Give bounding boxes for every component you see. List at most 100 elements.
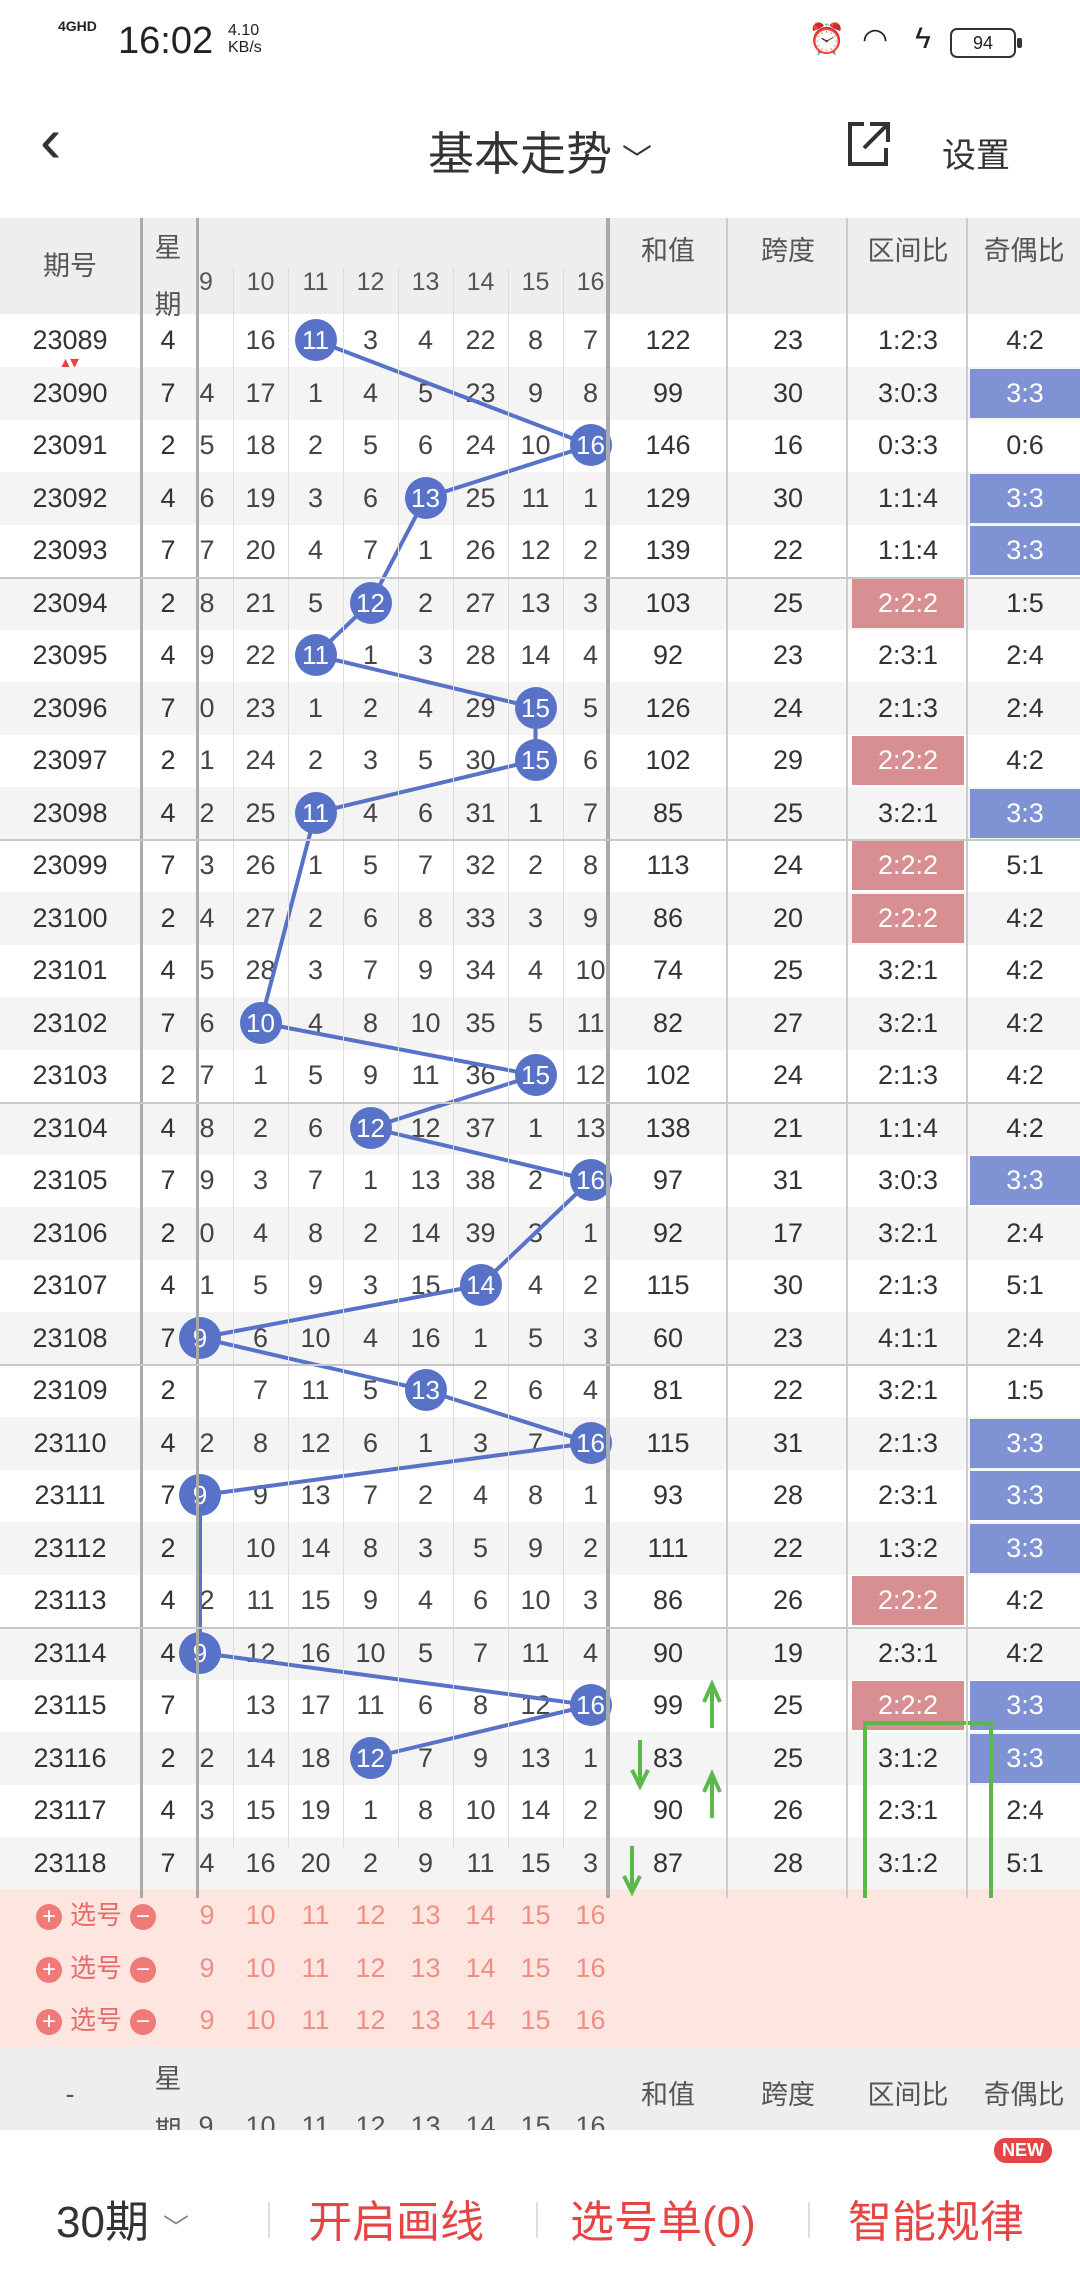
table-row[interactable]: 23101 4 5 28 3 7 9 34 4 10 74 25 3:2:1 4:2 [0, 944, 1080, 997]
week-cell: 4 [160, 1637, 176, 1668]
plus-icon[interactable]: + [36, 1904, 62, 1931]
pick-number[interactable]: 15 [520, 1900, 551, 1930]
table-row[interactable]: 23118 7 4 16 20 2 9 11 15 3 87 28 3:1:2 5:1 [0, 1836, 1080, 1890]
period-header[interactable]: 期号 ▴▾ [0, 218, 141, 372]
pick-number[interactable]: 10 [245, 1952, 276, 1983]
table-row[interactable]: 23100 2 4 27 2 6 8 33 3 9 86 20 2:2:2 4:2 [0, 891, 1080, 945]
pick-control[interactable]: + 选号 − [36, 1994, 157, 2047]
pick-number[interactable]: 9 [199, 1952, 215, 1983]
odd-even-cell: 5:1 [1006, 850, 1044, 880]
odd-even-cell: 1:5 [1006, 587, 1044, 618]
week-cell: 7 [160, 535, 176, 565]
pick-number[interactable]: 15 [520, 1952, 551, 1983]
table-row[interactable]: 23112 2 10 14 8 3 5 9 2 111 22 1:3:2 3:3 [0, 1521, 1080, 1575]
table-row[interactable]: 23111799137248193282:3:13:3 [0, 1469, 1080, 1522]
number-cell: 14 [410, 1217, 441, 1248]
pick-control[interactable]: + 选号 − [36, 1889, 157, 1942]
week-cell: 7 [160, 1322, 176, 1353]
page-title-dropdown[interactable]: 基本走势 ﹀ [428, 128, 652, 180]
number-cell: 1 [582, 1742, 599, 1773]
zone-ratio-cell: 2:1:3 [877, 1060, 939, 1090]
number-cell: 5 [307, 1060, 324, 1090]
plus-icon[interactable]: + [36, 2009, 62, 2036]
odd-even-cell: 3:3 [970, 1523, 1080, 1573]
sum-cell: 99 [652, 1690, 684, 1720]
pick-number[interactable]: 11 [301, 2005, 330, 2035]
pick-control[interactable]: + 选号 − [36, 1942, 157, 1995]
pick-number[interactable]: 14 [465, 2005, 496, 2035]
table-row[interactable]: 23099 7 3 26 1 5 7 32 2 8 113 24 2:2:2 5:1 [0, 839, 1080, 892]
pick-number[interactable]: 9 [199, 2005, 215, 2035]
pick-number[interactable]: 11 [301, 1952, 330, 1983]
number-cell: 1 [252, 1060, 269, 1090]
column-separator [606, 218, 610, 1898]
number-cell: 5 [252, 1270, 269, 1300]
table-row[interactable]: 231044826121237113138211:1:44:2 [0, 1101, 1080, 1155]
back-arrow-icon[interactable]: ‹ [40, 104, 62, 176]
table-row[interactable]: 2310741593151442115302:1:35:1 [0, 1259, 1080, 1312]
pick-number[interactable]: 9 [199, 1900, 215, 1930]
smart-pattern-button[interactable]: 智能规律 [848, 2198, 1024, 2247]
pick-number[interactable]: 13 [410, 1952, 441, 1983]
table-row[interactable]: 231062048214393192173:2:12:4 [0, 1206, 1080, 1260]
number-cell: 39 [465, 1217, 496, 1248]
period-cell: 23098 [32, 797, 108, 828]
table-row[interactable]: 2310579371133821697313:0:33:3 [0, 1154, 1080, 1207]
pick-list-button[interactable]: 选号单(0) [570, 2198, 756, 2247]
span-cell: 23 [772, 325, 804, 355]
pick-number[interactable]: 13 [410, 2005, 441, 2035]
trend-chart[interactable]: 期号 ▴▾ 星 期 9 10 11 12 13 14 15 16 和值 跨度 区间比 奇偶比 … [0, 218, 1080, 2147]
table-row[interactable]: 23093 7 7 20 4 7 1 26 12 2 139 22 1:1:4 3:3 [0, 524, 1080, 577]
pick-number[interactable]: 15 [520, 2005, 551, 2035]
draw-lines-button[interactable]: 开启画线 [308, 2198, 484, 2247]
number-cell: 3 [582, 1585, 599, 1615]
table-row[interactable]: 23117 4 3 15 19 1 8 10 14 2 90 26 2:3:1 2:4 [0, 1784, 1080, 1837]
minus-icon[interactable]: − [130, 1904, 157, 1931]
plus-icon[interactable]: + [36, 1956, 62, 1983]
pick-number[interactable]: 16 [575, 1952, 606, 1983]
pick-number[interactable]: 12 [355, 2005, 386, 2035]
table-row[interactable]: 23102 76 10 4 8 10 35 5 11 82 27 3:2:1 4:2 [0, 996, 1080, 1050]
table-row[interactable]: 230924619361325111129301:1:43:3 [0, 471, 1080, 525]
zone-ratio-cell: 2:1:3 [877, 692, 939, 723]
zone-ratio-cell: 2:2:2 [852, 578, 964, 628]
table-row[interactable]: 23108 796 10 4 16 1 5 3 60 23 4:1:1 2:4 [0, 1311, 1080, 1365]
minus-icon[interactable]: − [130, 1956, 157, 1983]
sum-cell: 87 [652, 1847, 684, 1878]
span-cell: 30 [772, 1270, 804, 1300]
pick-number[interactable]: 14 [465, 1900, 496, 1930]
number-cell: 13 [520, 1742, 551, 1773]
number-cell: 8 [307, 1217, 324, 1248]
number-cell: 4 [307, 1007, 324, 1038]
table-row[interactable]: 23113 4 2 11 15 9 4 6 10 3 86 26 2:2:2 4:2 [0, 1574, 1080, 1627]
table-row[interactable]: 23089 4 16 11 3 4 22 8 7 122 23 1:2:3 4:2 [0, 314, 1080, 367]
drawn-number-ball: 14 [459, 1264, 502, 1307]
pick-number[interactable]: 10 [245, 2005, 276, 2035]
pick-number[interactable]: 10 [245, 1900, 276, 1930]
number-cell: 22 [245, 640, 276, 670]
period-count-selector[interactable]: 30期 ﹀ [56, 2198, 189, 2247]
pick-number[interactable]: 13 [410, 1900, 441, 1930]
pick-number[interactable]: 12 [355, 1900, 386, 1930]
zone-ratio-cell: 3:0:3 [877, 1165, 939, 1195]
bottom-action-bar: 30期 ﹀ 开启画线 选号单(0) 智能规律 NEW [0, 2130, 1080, 2280]
pick-number[interactable]: 12 [355, 1952, 386, 1983]
table-row[interactable]: 23090 7 4 17 1 4 5 23 9 8 99 30 3:0:3 3:3 [0, 366, 1080, 420]
table-row[interactable]: 2309842251146311785253:2:13:3 [0, 786, 1080, 840]
number-cell: 12 [575, 1060, 606, 1090]
sum-cell: 60 [652, 1322, 684, 1353]
pick-number[interactable]: 11 [301, 1900, 330, 1930]
share-icon[interactable] [842, 118, 894, 170]
minus-icon[interactable]: − [130, 2009, 157, 2036]
pick-number[interactable]: 16 [575, 1900, 606, 1930]
odd-even-cell: 0:6 [1006, 430, 1044, 460]
number-cell: 4 [362, 1322, 379, 1353]
settings-button[interactable]: 设置 [942, 137, 1010, 175]
number-cell: 3 [199, 850, 215, 880]
table-row[interactable]: 23116 22 14 18 12 7 9 13 1 83 25 3:1:2 3:3 [0, 1731, 1080, 1785]
pick-number[interactable]: 14 [465, 1952, 496, 1983]
table-row[interactable]: 23095492211132814492232:3:12:4 [0, 629, 1080, 682]
pick-number[interactable]: 16 [575, 2005, 606, 2035]
drawn-number-ball: 16 [569, 1684, 612, 1727]
table-row[interactable]: 230942821512227133103252:2:21:5 [0, 576, 1080, 630]
